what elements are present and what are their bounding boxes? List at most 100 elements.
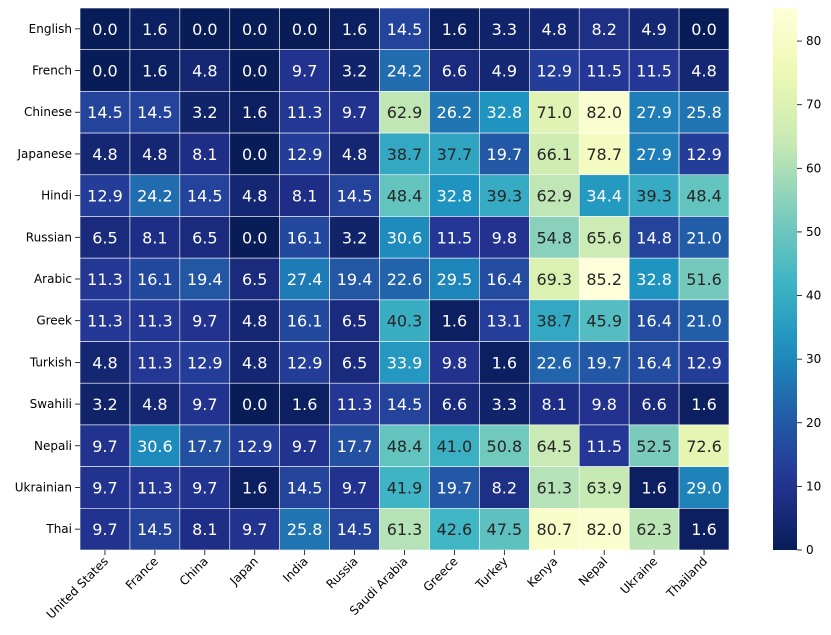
cell-value-label: 6.5 — [342, 353, 367, 372]
heatmap-cell — [79, 91, 131, 134]
colorbar-tick-label: 20 — [806, 416, 821, 430]
cell-value-label: 48.4 — [387, 187, 423, 206]
cell-value-label: 24.2 — [387, 62, 423, 81]
x-tick-label: United States — [44, 554, 111, 621]
heatmap-cell — [129, 7, 181, 50]
cell-value-label: 39.3 — [487, 187, 523, 206]
cell-value-label: 29.0 — [686, 478, 722, 497]
cell-value-label: 9.8 — [442, 353, 467, 372]
cell-value-label: 11.3 — [287, 103, 323, 122]
cell-value-label: 0.0 — [691, 20, 716, 39]
x-tick-label: Turkey — [472, 554, 510, 592]
heatmap-cell — [379, 341, 430, 384]
heatmap-cell — [329, 49, 380, 92]
cell-value-label: 25.8 — [287, 520, 323, 539]
heatmap-cell — [429, 341, 480, 384]
cell-value-label: 12.9 — [87, 187, 123, 206]
heatmap-cell — [279, 466, 330, 509]
cell-value-label: 14.5 — [387, 395, 423, 414]
y-tick-label: Arabic — [34, 272, 72, 286]
cell-value-label: 1.6 — [641, 478, 666, 497]
cell-value-label: 17.7 — [187, 437, 223, 456]
heatmap-cell — [179, 466, 231, 509]
cell-value-label: 85.2 — [586, 270, 622, 289]
cell-value-label: 27.9 — [636, 103, 672, 122]
heatmap-cell — [529, 49, 580, 92]
cell-value-label: 3.2 — [92, 395, 117, 414]
cell-value-label: 4.8 — [92, 353, 117, 372]
cell-value-label: 4.8 — [242, 353, 267, 372]
heatmap-cell — [379, 257, 430, 301]
cell-value-labels: 0.0 1.6 0.0 0.0 0.0 1.6 14.5 1.6 3.3 4.8 8.2 4.9 0.0… — [87, 20, 722, 539]
cell-value-label: 63.9 — [586, 478, 622, 497]
cell-value-label: 1.6 — [492, 353, 517, 372]
cell-value-label: 9.7 — [292, 62, 317, 81]
x-tick-label: France — [123, 554, 161, 592]
heatmap-cell — [628, 216, 680, 259]
heatmap-cell — [578, 216, 630, 259]
heatmap-cell — [379, 174, 430, 217]
cell-value-label: 9.7 — [292, 437, 317, 456]
cell-value-label: 48.4 — [387, 437, 423, 456]
cell-value-label: 6.6 — [442, 395, 467, 414]
cell-value-label: 29.5 — [437, 270, 473, 289]
cell-value-label: 4.8 — [92, 145, 117, 164]
heatmap-cell — [578, 299, 630, 342]
cell-value-label: 1.6 — [342, 20, 367, 39]
cell-value-label: 14.5 — [337, 187, 373, 206]
cell-value-label: 4.8 — [242, 312, 267, 331]
cell-value-label: 11.5 — [586, 437, 622, 456]
cell-value-label: 3.2 — [342, 228, 367, 247]
heatmap-cell — [678, 508, 730, 551]
heatmap-cell — [179, 91, 231, 134]
cell-value-label: 26.2 — [437, 103, 473, 122]
cell-value-label: 9.7 — [192, 312, 217, 331]
heatmap-cell — [279, 508, 330, 551]
cell-value-label: 6.5 — [92, 228, 117, 247]
cell-value-label: 21.0 — [686, 312, 722, 331]
heatmap-cell — [678, 216, 730, 259]
heatmap-cell — [529, 382, 580, 426]
heatmap-cell — [678, 382, 730, 426]
heatmap-cell — [429, 7, 480, 50]
cell-value-label: 1.6 — [442, 20, 467, 39]
cell-value-label: 4.9 — [641, 20, 666, 39]
cell-value-label: 4.8 — [142, 395, 167, 414]
cell-value-label: 12.9 — [237, 437, 273, 456]
heatmap-cell — [379, 49, 430, 92]
heatmap-cell — [229, 341, 280, 384]
heatmap-cell — [279, 299, 330, 342]
cell-value-label: 19.4 — [187, 270, 223, 289]
heatmap-cell — [628, 508, 680, 551]
heatmap-cell — [578, 132, 630, 176]
heatmap-cell — [479, 174, 530, 217]
heatmap-cell — [229, 424, 280, 467]
cell-value-label: 4.9 — [492, 62, 517, 81]
heatmap-cell — [179, 49, 231, 92]
heatmap-cell — [279, 216, 330, 259]
cell-value-label: 71.0 — [536, 103, 572, 122]
cell-value-label: 1.6 — [142, 62, 167, 81]
heatmap-cell — [129, 174, 181, 217]
cell-value-label: 3.2 — [342, 62, 367, 81]
cell-value-label: 27.4 — [287, 270, 323, 289]
y-tick-label: English — [29, 22, 72, 36]
heatmap-cell — [179, 216, 231, 259]
cell-value-label: 1.6 — [242, 478, 267, 497]
cell-value-label: 17.7 — [337, 437, 373, 456]
cell-value-label: 9.8 — [591, 395, 616, 414]
cell-value-label: 4.8 — [342, 145, 367, 164]
cell-value-label: 14.5 — [87, 103, 123, 122]
heatmap-cell — [379, 132, 430, 176]
cell-value-label: 6.5 — [342, 312, 367, 331]
heatmap-cell — [628, 7, 680, 50]
colorbar-tick-label: 60 — [806, 161, 821, 175]
cell-value-label: 4.8 — [542, 20, 567, 39]
cell-value-label: 38.7 — [536, 312, 572, 331]
cell-value-label: 8.1 — [542, 395, 567, 414]
cell-value-label: 82.0 — [586, 103, 622, 122]
cell-value-label: 19.4 — [337, 270, 373, 289]
cell-value-label: 41.9 — [387, 478, 423, 497]
x-tick-label: Russia — [323, 554, 360, 591]
